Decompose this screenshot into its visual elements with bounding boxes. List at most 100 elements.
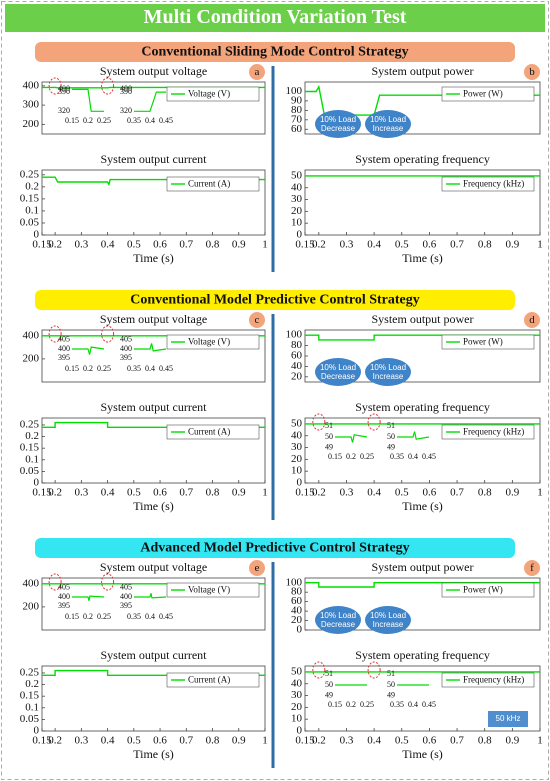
zoom-marker [367,661,381,679]
x-tick-label: 0.4 [101,735,115,747]
y-tick-label: 60 [291,123,303,135]
panel-badge [524,312,540,328]
x-tick-label: 0.6 [423,735,437,747]
data-line [42,421,265,428]
inset-x-tick-label: 0.35 [390,452,404,461]
x-tick-label: 0.9 [505,735,519,747]
x-tick-label: 1 [262,735,268,747]
inset-y-tick-label: 400 [120,344,132,353]
y-tick-label: 0.05 [20,216,40,228]
data-line [305,334,540,341]
y-tick-label: 200 [23,352,40,364]
chart-title: System operating frequency [355,152,490,166]
inset-y-tick-label: 395 [58,601,70,610]
x-tick-label: 0.4 [101,487,115,499]
x-tick-label: 1 [537,239,543,251]
inset-x-tick-label: 0.2 [83,116,93,125]
legend-box [441,334,535,350]
y-tick-label: 0 [34,229,40,241]
x-tick-label: 0.6 [423,487,437,499]
legend-label: Frequency (kHz) [463,179,524,189]
panel-badge [524,560,540,576]
data-line [42,176,265,187]
inset-x-tick-label: 0.35 [127,612,141,621]
y-tick-label: 0 [34,725,40,737]
y-tick-label: 400 [23,577,40,589]
inset-y-tick-label: 50 [325,680,333,689]
x-tick-label: 1 [262,239,268,251]
panel-label: c [255,314,260,326]
y-tick-label: 60 [291,595,303,607]
legend-box [166,582,260,598]
inset-x-tick-label: 0.15 [328,700,342,709]
inset-y-tick-label: 49 [387,691,395,700]
inset-y-tick-label: 50 [325,432,333,441]
y-tick-label: 100 [286,576,303,588]
x-tick-label: 0.7 [450,239,464,251]
x-tick-label: 0.7 [450,487,464,499]
inset-x-tick-label: 0.35 [390,700,404,709]
inset-line [72,346,105,355]
annotation-text: 10% Load Decrease [319,114,357,133]
x-tick-label: 0.5 [127,487,141,499]
y-tick-label: 50 [291,665,303,677]
x-tick-label: 0.2 [312,735,326,747]
annotation-bubble [365,358,411,386]
x-axis-label: Time (s) [133,499,174,513]
annotation-bubble [315,358,361,386]
inset-x-tick-label: 0.45 [422,700,436,709]
inset-x-tick-label: 0.35 [127,364,141,373]
inset-y-tick-label: 49 [387,443,395,452]
y-tick-label: 300 [23,99,40,111]
y-tick-label: 80 [291,586,303,598]
inset-y-tick-label: 405 [58,583,70,592]
x-tick-label: 0.2 [48,735,62,747]
y-tick-label: 30 [291,193,303,205]
inset-x-tick-label: 0.4 [408,452,418,461]
chart-title: System output current [101,152,208,166]
zoom-marker [101,325,115,343]
x-tick-label: 0.8 [206,735,220,747]
legend-label: Voltage (V) [188,89,230,99]
x-tick-label: 0.2 [48,239,62,251]
x-axis-label: Time (s) [402,747,443,761]
inset-x-tick-label: 0.25 [97,612,111,621]
x-tick-label: 0.8 [478,487,492,499]
y-tick-label: 0.25 [20,168,40,180]
y-tick-label: 0.15 [20,690,40,702]
inset-x-tick-label: 0.4 [145,612,155,621]
inset-x-tick-label: 0.45 [159,116,173,125]
y-tick-label: 0 [297,229,303,241]
legend-label: Frequency (kHz) [463,675,524,685]
inset-line [335,434,368,443]
inset-x-tick-label: 0.2 [346,700,356,709]
inset-x-tick-label: 0.15 [65,612,79,621]
inset-x-tick-label: 0.45 [159,612,173,621]
y-tick-label: 100 [286,85,303,97]
x-tick-label: 0.3 [74,735,88,747]
inset-y-tick-label: 400 [58,592,70,601]
inset-x-tick-label: 0.15 [65,364,79,373]
x-tick-label: 0.2 [48,487,62,499]
x-tick-label: 0.15 [295,487,315,499]
y-tick-label: 400 [23,329,40,341]
inset-y-tick-label: 405 [120,335,132,344]
x-tick-label: 1 [262,487,268,499]
panel-badge [249,312,265,328]
figure-title: Multi Condition Variation Test [144,6,407,28]
zoom-marker [312,661,326,679]
inset-line [397,431,430,440]
y-tick-label: 0.2 [25,430,39,442]
x-tick-label: 0.7 [179,239,193,251]
inset-y-tick-label: 51 [325,669,333,678]
y-tick-label: 60 [291,350,303,362]
inset-y-tick-label: 320 [120,106,132,115]
legend-label: Current (A) [188,427,230,437]
annotation-holder: 10% Load Increase [370,363,406,381]
x-tick-label: 0.4 [367,735,381,747]
legend-label: Voltage (V) [188,585,230,595]
panel-label: a [255,66,260,78]
x-tick-label: 0.5 [395,239,409,251]
inset-x-tick-label: 0.4 [145,116,155,125]
